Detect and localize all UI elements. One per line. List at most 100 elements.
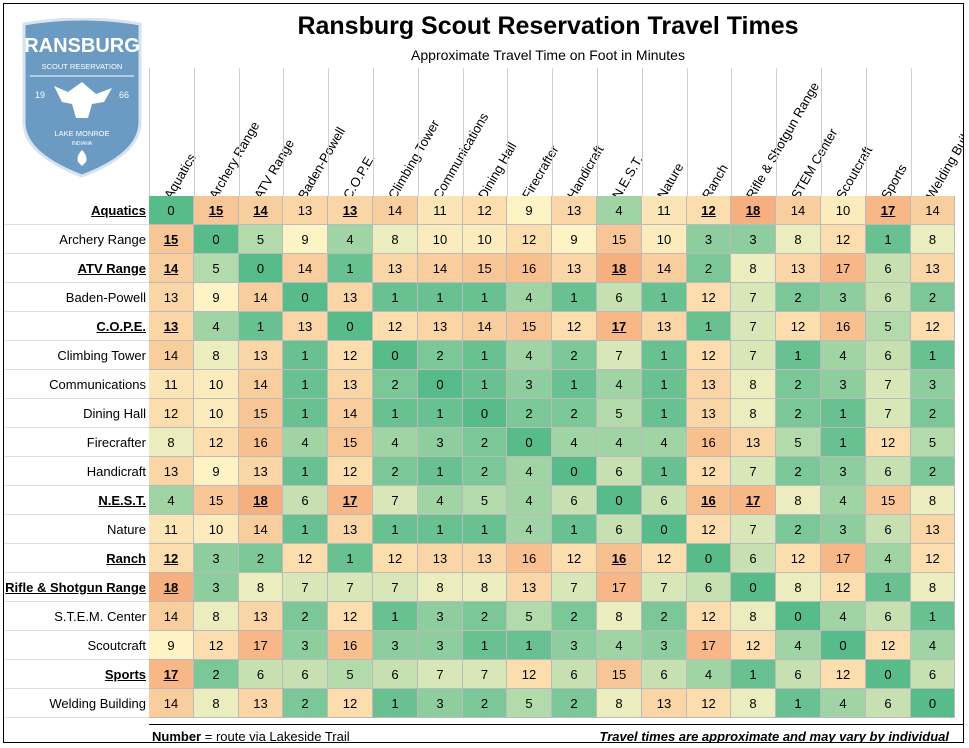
matrix-cell: 2 — [911, 283, 955, 312]
matrix-cell: 1 — [911, 602, 955, 631]
matrix-cell: 9 — [149, 631, 194, 660]
matrix-cell: 15 — [463, 254, 507, 283]
matrix-cell: 6 — [597, 457, 642, 486]
matrix-cell: 18 — [731, 196, 776, 225]
matrix-cell: 2 — [642, 602, 687, 631]
matrix-cell: 4 — [687, 660, 731, 689]
matrix-cell: 1 — [821, 399, 866, 428]
matrix-cell: 8 — [194, 341, 239, 370]
matrix-cell: 3 — [821, 457, 866, 486]
matrix-cell: 5 — [507, 689, 552, 718]
matrix-cell: 11 — [149, 370, 194, 399]
matrix-cell: 8 — [776, 573, 821, 602]
matrix-cell: 7 — [597, 341, 642, 370]
column-divider — [821, 68, 822, 196]
matrix-cell: 8 — [731, 689, 776, 718]
column-header: N.E.S.T. — [609, 152, 646, 202]
matrix-cell: 0 — [463, 399, 507, 428]
matrix-cell: 8 — [373, 225, 418, 254]
matrix-cell: 12 — [328, 602, 373, 631]
row-label: Ranch — [4, 544, 149, 573]
matrix-cell: 13 — [283, 312, 328, 341]
matrix-cell: 12 — [687, 196, 731, 225]
row-label: Rifle & Shotgun Range — [4, 573, 149, 602]
matrix-cell: 12 — [866, 428, 911, 457]
matrix-cell: 12 — [373, 544, 418, 573]
page-subtitle: Approximate Travel Time on Foot in Minut… — [411, 47, 685, 63]
footer-divider — [149, 724, 963, 725]
matrix-cell: 12 — [552, 544, 597, 573]
column-divider — [283, 68, 284, 196]
matrix-cell: 13 — [911, 515, 955, 544]
matrix-cell: 0 — [911, 689, 955, 718]
matrix-cell: 3 — [507, 370, 552, 399]
matrix-cell: 6 — [283, 660, 328, 689]
matrix-cell: 4 — [821, 486, 866, 515]
matrix-cell: 2 — [418, 341, 463, 370]
matrix-cell: 14 — [776, 196, 821, 225]
matrix-cell: 17 — [328, 486, 373, 515]
matrix-cell: 1 — [418, 457, 463, 486]
matrix-cell: 1 — [911, 341, 955, 370]
matrix-cell: 7 — [373, 486, 418, 515]
matrix-cell: 13 — [239, 602, 283, 631]
column-divider — [239, 68, 240, 196]
matrix-cell: 3 — [552, 631, 597, 660]
matrix-cell: 15 — [597, 225, 642, 254]
matrix-cell: 3 — [283, 631, 328, 660]
matrix-cell: 4 — [283, 428, 328, 457]
matrix-cell: 17 — [687, 631, 731, 660]
matrix-cell: 2 — [373, 457, 418, 486]
matrix-cell: 7 — [642, 573, 687, 602]
column-header: Welding Building — [922, 110, 964, 202]
matrix-cell: 8 — [731, 370, 776, 399]
matrix-cell: 12 — [911, 544, 955, 573]
matrix-cell: 17 — [821, 544, 866, 573]
matrix-cell: 3 — [731, 225, 776, 254]
matrix-cell: 13 — [149, 312, 194, 341]
matrix-cell: 2 — [552, 399, 597, 428]
matrix-cell: 16 — [328, 631, 373, 660]
matrix-cell: 1 — [642, 457, 687, 486]
matrix-cell: 5 — [776, 428, 821, 457]
matrix-cell: 13 — [552, 254, 597, 283]
matrix-cell: 7 — [463, 660, 507, 689]
matrix-cell: 3 — [687, 225, 731, 254]
matrix-cell: 6 — [776, 660, 821, 689]
matrix-cell: 1 — [283, 515, 328, 544]
matrix-cell: 0 — [731, 573, 776, 602]
matrix-cell: 12 — [194, 631, 239, 660]
matrix-cell: 6 — [866, 689, 911, 718]
matrix-cell: 1 — [283, 457, 328, 486]
matrix-cell: 3 — [821, 283, 866, 312]
matrix-cell: 4 — [911, 631, 955, 660]
page-title: Ransburg Scout Reservation Travel Times — [297, 12, 799, 40]
matrix-cell: 2 — [194, 660, 239, 689]
matrix-cell: 0 — [776, 602, 821, 631]
matrix-cell: 16 — [597, 544, 642, 573]
matrix-cell: 10 — [418, 225, 463, 254]
matrix-cell: 12 — [328, 457, 373, 486]
matrix-cell: 6 — [866, 254, 911, 283]
matrix-cell: 12 — [373, 312, 418, 341]
matrix-cell: 14 — [239, 370, 283, 399]
matrix-cell: 0 — [821, 631, 866, 660]
matrix-cell: 14 — [239, 515, 283, 544]
matrix-cell: 9 — [194, 283, 239, 312]
column-divider — [642, 68, 643, 196]
matrix-cell: 12 — [687, 283, 731, 312]
matrix-cell: 13 — [463, 544, 507, 573]
matrix-cell: 1 — [866, 573, 911, 602]
ransburg-logo: RANSBURG SCOUT RESERVATION 19 66 LAKE MO… — [22, 18, 142, 178]
matrix-cell: 3 — [418, 689, 463, 718]
travel-time-sheet: RANSBURG SCOUT RESERVATION 19 66 LAKE MO… — [3, 3, 964, 743]
matrix-cell: 10 — [642, 225, 687, 254]
matrix-cell: 2 — [552, 689, 597, 718]
logo-sub: SCOUT RESERVATION — [42, 62, 123, 71]
matrix-cell: 6 — [552, 486, 597, 515]
matrix-cell: 1 — [776, 341, 821, 370]
matrix-cell: 12 — [463, 196, 507, 225]
matrix-cell: 13 — [731, 428, 776, 457]
matrix-cell: 7 — [731, 312, 776, 341]
matrix-cell: 11 — [418, 196, 463, 225]
